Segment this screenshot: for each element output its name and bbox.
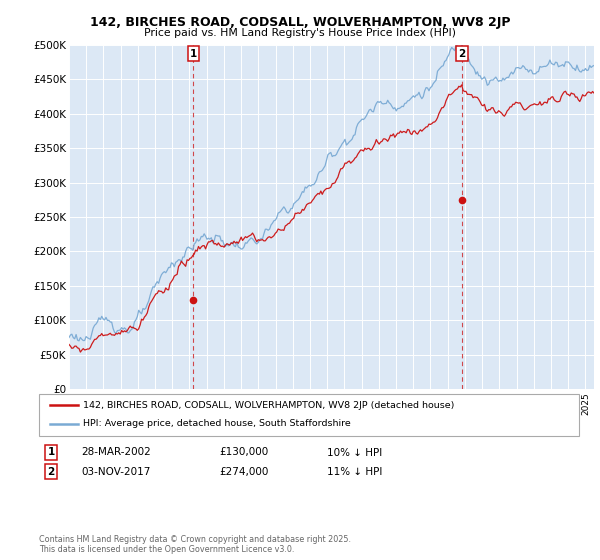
Text: HPI: Average price, detached house, South Staffordshire: HPI: Average price, detached house, Sout…	[83, 419, 350, 428]
Text: 03-NOV-2017: 03-NOV-2017	[81, 466, 151, 477]
Text: £130,000: £130,000	[219, 447, 268, 458]
Text: 2: 2	[458, 49, 466, 59]
Text: 11% ↓ HPI: 11% ↓ HPI	[327, 466, 382, 477]
Text: Contains HM Land Registry data © Crown copyright and database right 2025.
This d: Contains HM Land Registry data © Crown c…	[39, 535, 351, 554]
Text: 1: 1	[47, 447, 55, 458]
Text: Price paid vs. HM Land Registry's House Price Index (HPI): Price paid vs. HM Land Registry's House …	[144, 28, 456, 38]
Text: £274,000: £274,000	[219, 466, 268, 477]
Text: 1: 1	[190, 49, 197, 59]
Text: 2: 2	[47, 466, 55, 477]
Text: 28-MAR-2002: 28-MAR-2002	[81, 447, 151, 458]
Text: 142, BIRCHES ROAD, CODSALL, WOLVERHAMPTON, WV8 2JP (detached house): 142, BIRCHES ROAD, CODSALL, WOLVERHAMPTO…	[83, 401, 454, 410]
Text: 10% ↓ HPI: 10% ↓ HPI	[327, 447, 382, 458]
Text: 142, BIRCHES ROAD, CODSALL, WOLVERHAMPTON, WV8 2JP: 142, BIRCHES ROAD, CODSALL, WOLVERHAMPTO…	[90, 16, 510, 29]
